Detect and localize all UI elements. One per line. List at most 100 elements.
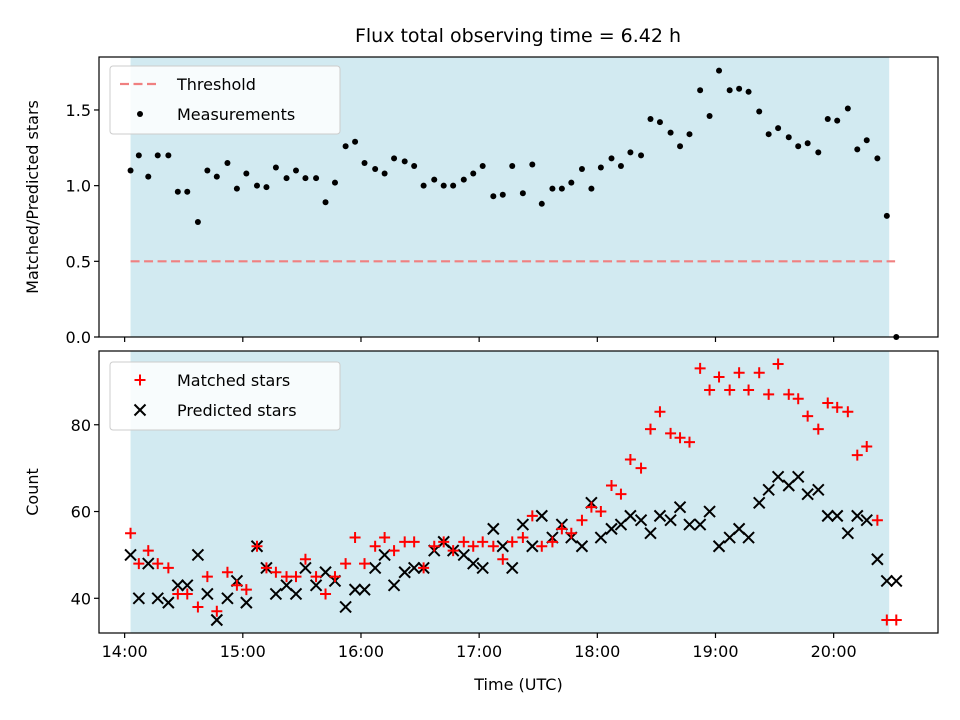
measurement-point (785, 134, 792, 141)
matched-star-point (310, 571, 322, 583)
matched-star-point (388, 545, 400, 557)
measurement-point (331, 179, 338, 186)
measurement-point (224, 159, 231, 166)
predicted-star-point (673, 500, 687, 514)
matched-star-point (349, 532, 361, 544)
matched-star-point (605, 479, 617, 491)
predicted-star-point (653, 509, 667, 523)
predicted-star-point (124, 548, 137, 562)
measurement-point (372, 166, 379, 172)
predicted-star-point (289, 587, 303, 601)
measurement-point (667, 129, 674, 136)
measurement-point (450, 182, 457, 189)
x-tick-label: 16:00 (338, 642, 384, 661)
matched-star-point (635, 462, 647, 474)
matched-star-point (871, 514, 883, 526)
measurement-point (243, 170, 250, 177)
legend-label: Threshold (176, 75, 256, 94)
measurement-point (411, 162, 418, 169)
matched-star-point (842, 406, 854, 418)
predicted-star-point (151, 592, 164, 605)
predicted-star-point (240, 596, 253, 609)
predicted-star-point (378, 548, 391, 562)
matched-star-point (447, 545, 459, 557)
measurement-point (233, 185, 240, 192)
matched-star-point (281, 571, 293, 583)
predicted-star-point (703, 505, 716, 518)
x-tick-label: 19:00 (692, 642, 738, 661)
predicted-star-point (339, 600, 352, 614)
measurement-point (342, 143, 349, 150)
matched-star-point (211, 605, 223, 617)
predicted-star-point (496, 540, 509, 553)
predicted-star-point (812, 483, 825, 497)
measurement-point (440, 182, 447, 189)
measurement-point (844, 105, 851, 112)
matched-star-point (428, 540, 440, 552)
y-tick-label: 40 (71, 589, 91, 608)
measurement-point (361, 159, 368, 166)
count-points (124, 358, 903, 627)
y-tick-label: 80 (71, 416, 91, 435)
measurement-point (519, 190, 526, 197)
measurement-point (775, 125, 782, 132)
predicted-star-point (860, 513, 873, 527)
measurement-point (460, 176, 467, 183)
top-panel: 0.0 0.5 1.0 1.5 Matched/Predicted stars Thr… (23, 56, 939, 347)
predicted-star-point (526, 540, 539, 553)
matched-star-point (812, 423, 824, 435)
matched-star-point (861, 440, 873, 452)
matched-star-point (517, 532, 529, 544)
measurement-point (638, 152, 645, 159)
matched-star-point (221, 566, 233, 578)
measurement-point (145, 173, 152, 180)
matched-star-point (458, 536, 470, 548)
matched-star-point (299, 553, 311, 565)
legend-matched-swatch (134, 374, 146, 386)
top-legend: Threshold Measurements (109, 65, 341, 135)
predicted-star-point (712, 540, 726, 553)
measurement-point (795, 143, 802, 150)
matched-star-point (831, 401, 843, 413)
x-tick-label: 20:00 (811, 642, 857, 661)
measurement-point (824, 116, 831, 123)
legend-measurement-swatch (137, 111, 143, 117)
measurement-point (756, 108, 763, 115)
matched-star-point (467, 540, 479, 552)
matched-star-point (624, 453, 636, 465)
measurement-point (647, 116, 654, 123)
measurement-point (568, 179, 575, 186)
matched-star-point (172, 588, 184, 600)
matched-star-point (576, 514, 588, 526)
predicted-star-point (269, 587, 283, 601)
measurement-point (883, 212, 890, 219)
matched-star-point (783, 388, 795, 400)
predicted-star-point (801, 487, 814, 501)
predicted-star-point (487, 522, 500, 536)
top-axes-frame (98, 56, 939, 338)
measurement-point (479, 162, 486, 169)
predicted-star-point (191, 548, 205, 562)
measurement-point (558, 185, 565, 192)
measurement-point (283, 175, 290, 182)
measurement-point (165, 152, 172, 159)
measurement-point (302, 175, 309, 182)
y-tick-label: 0.0 (66, 328, 91, 347)
measurement-point (726, 87, 733, 94)
matched-star-point (674, 432, 686, 444)
measurement-point (697, 87, 704, 94)
predicted-star-point (387, 579, 401, 592)
predicted-star-point (762, 483, 775, 497)
matched-star-point (772, 358, 784, 370)
predicted-star-point (309, 579, 323, 592)
x-tick-label: 15:00 (220, 642, 266, 661)
predicted-star-point (516, 518, 530, 531)
predicted-star-point (605, 522, 618, 536)
measurement-point (815, 149, 822, 156)
measurement-point (804, 140, 811, 147)
matched-star-point (487, 540, 499, 552)
matched-star-point (162, 562, 174, 574)
measurement-point (538, 200, 545, 207)
matched-star-point (181, 588, 193, 600)
matched-star-point (379, 532, 391, 544)
